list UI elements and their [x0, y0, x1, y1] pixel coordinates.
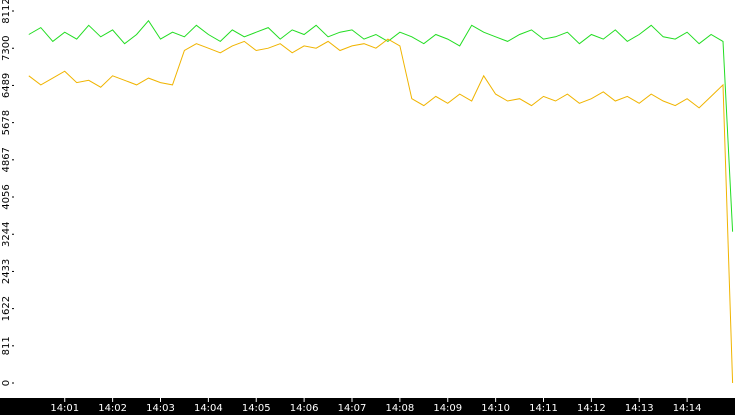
x-tick-label: 14:13 — [625, 403, 654, 414]
y-tick-label: 811 — [1, 336, 12, 355]
y-tick-label: 4867 — [1, 147, 12, 172]
y-tick-label: 3244 — [1, 222, 12, 247]
x-tick-label: 14:12 — [577, 403, 606, 414]
x-tick-label: 14:01 — [50, 403, 79, 414]
x-axis-bar — [0, 398, 735, 415]
x-tick-label: 14:06 — [290, 403, 319, 414]
x-tick-label: 14:07 — [338, 403, 367, 414]
x-tick-label: 14:04 — [194, 403, 223, 414]
x-tick-label: 14:03 — [146, 403, 175, 414]
x-tick-label: 14:11 — [529, 403, 558, 414]
y-tick-label: 4056 — [1, 184, 12, 209]
series-line — [28, 38, 734, 384]
y-tick-label: 1622 — [1, 296, 12, 321]
y-tick-label: 5678 — [1, 110, 12, 135]
plot-area — [0, 0, 735, 398]
y-tick-label: 7300 — [1, 36, 12, 61]
x-tick-label: 14:14 — [673, 403, 702, 414]
x-tick-label: 14:08 — [385, 403, 414, 414]
y-tick-label: 0 — [1, 380, 12, 386]
x-tick-label: 14:02 — [98, 403, 127, 414]
series-line — [28, 19, 734, 232]
y-tick-label: 2433 — [1, 259, 12, 284]
y-tick-label: 8112 — [1, 0, 12, 24]
x-tick-label: 14:10 — [481, 403, 510, 414]
x-tick-label: 14:05 — [242, 403, 271, 414]
y-tick-label: 6489 — [1, 73, 12, 98]
x-tick-label: 14:09 — [433, 403, 462, 414]
